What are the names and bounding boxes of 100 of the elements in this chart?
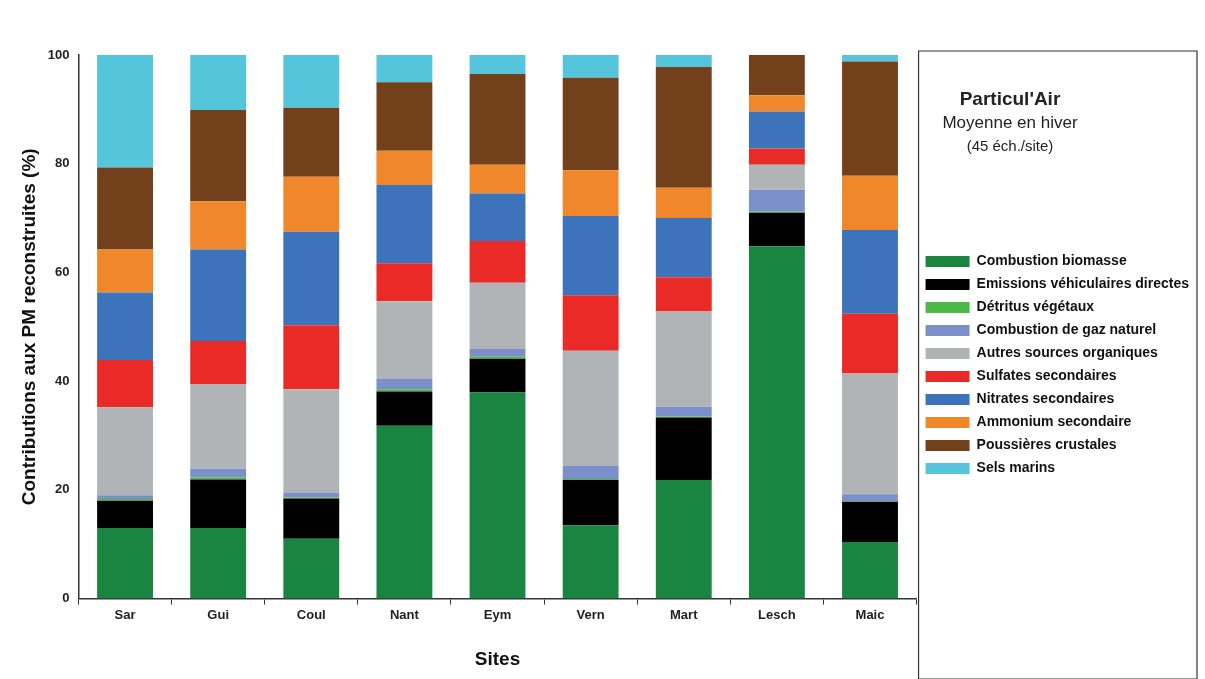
bar — [748, 164, 805, 190]
bar — [655, 66, 712, 188]
bar — [376, 389, 433, 392]
bar — [469, 240, 526, 283]
bar — [655, 480, 712, 599]
bar — [655, 417, 712, 481]
bar — [283, 231, 340, 326]
legend-label: Ammonium secondaire — [976, 413, 1132, 430]
bar — [190, 249, 247, 341]
bar — [842, 373, 898, 495]
bar — [842, 55, 898, 62]
bar — [562, 170, 619, 216]
legend-label: Combustion de gaz naturel — [976, 321, 1157, 338]
bar — [469, 392, 526, 599]
y-tick-label: 20 — [55, 481, 70, 497]
legend-label: Autres sources organiques — [976, 344, 1159, 361]
bar — [283, 55, 340, 108]
bar — [283, 325, 340, 390]
bar — [283, 498, 340, 539]
y-tick-label: 80 — [55, 155, 70, 171]
bar — [97, 359, 153, 408]
bar — [97, 500, 153, 528]
bar — [376, 55, 433, 83]
bar — [376, 301, 433, 379]
bar — [842, 230, 898, 314]
text: Moyenne en hiver — [941, 113, 1079, 133]
y-tick-label: 60 — [55, 264, 70, 280]
bar — [655, 218, 712, 278]
bar — [469, 193, 526, 241]
bar — [190, 468, 247, 478]
x-tick-label: Maic — [855, 606, 885, 622]
bar — [97, 55, 153, 168]
bar — [562, 55, 619, 78]
bar — [190, 383, 247, 469]
bar — [562, 77, 619, 171]
bar — [97, 167, 153, 250]
bar — [190, 109, 247, 202]
bar — [469, 74, 526, 165]
y-axis-title: Contributions aux PM reconstruites (%) — [17, 148, 39, 506]
y-tick-label: 0 — [62, 590, 70, 606]
bar — [376, 378, 433, 390]
bar — [376, 263, 433, 302]
text: (45 éch./site) — [965, 137, 1055, 154]
x-tick-label: Vern — [576, 606, 605, 622]
bar — [190, 527, 247, 599]
bar — [562, 350, 619, 466]
x-tick-label: Mart — [670, 606, 699, 622]
bar — [469, 349, 526, 357]
bar — [748, 111, 805, 149]
legend-label: Sulfates secondaires — [976, 367, 1117, 384]
bar — [190, 479, 247, 528]
bar — [97, 527, 153, 599]
x-tick-label: Lesch — [758, 606, 796, 622]
legend-label: Combustion biomasse — [976, 252, 1127, 269]
bar — [748, 95, 805, 112]
legend-label: Sels marins — [976, 459, 1056, 476]
bar — [842, 494, 898, 502]
bar — [655, 55, 712, 67]
bar — [748, 246, 805, 599]
bar — [842, 313, 898, 374]
bar — [748, 55, 805, 96]
legend-label: Poussières crustales — [976, 436, 1117, 453]
bar — [842, 61, 898, 176]
bar — [376, 425, 433, 599]
bar — [283, 389, 340, 493]
bar — [97, 292, 153, 360]
x-tick-label: Nant — [389, 606, 420, 622]
x-tick-label: Eym — [483, 606, 512, 622]
bar — [842, 542, 898, 599]
bar — [376, 391, 433, 426]
bar — [655, 406, 712, 417]
bar — [655, 187, 712, 219]
bar — [376, 150, 433, 185]
bar — [190, 340, 247, 384]
bar — [748, 189, 805, 212]
bar — [190, 201, 247, 250]
bar — [469, 164, 526, 194]
bar — [469, 358, 526, 393]
bar — [283, 176, 340, 232]
bar — [283, 538, 340, 599]
bar — [562, 525, 619, 599]
bar — [283, 107, 340, 177]
bar — [655, 277, 712, 312]
bar — [190, 477, 247, 480]
bar — [97, 249, 153, 293]
bar — [469, 282, 526, 350]
y-tick-label: 40 — [55, 372, 70, 388]
legend-label: Emissions véhiculaires directes — [976, 275, 1190, 292]
bar — [748, 212, 805, 247]
bar — [376, 184, 433, 264]
text: Particul'Air — [958, 88, 1062, 110]
bar — [562, 215, 619, 296]
bar — [562, 465, 619, 480]
x-tick-label: Sar — [114, 606, 136, 622]
x-tick-label: Gui — [207, 606, 229, 622]
bar — [97, 407, 153, 496]
legend-label: Détritus végétaux — [976, 298, 1095, 315]
bar — [842, 175, 898, 231]
bar — [562, 480, 619, 526]
bar — [97, 495, 153, 500]
